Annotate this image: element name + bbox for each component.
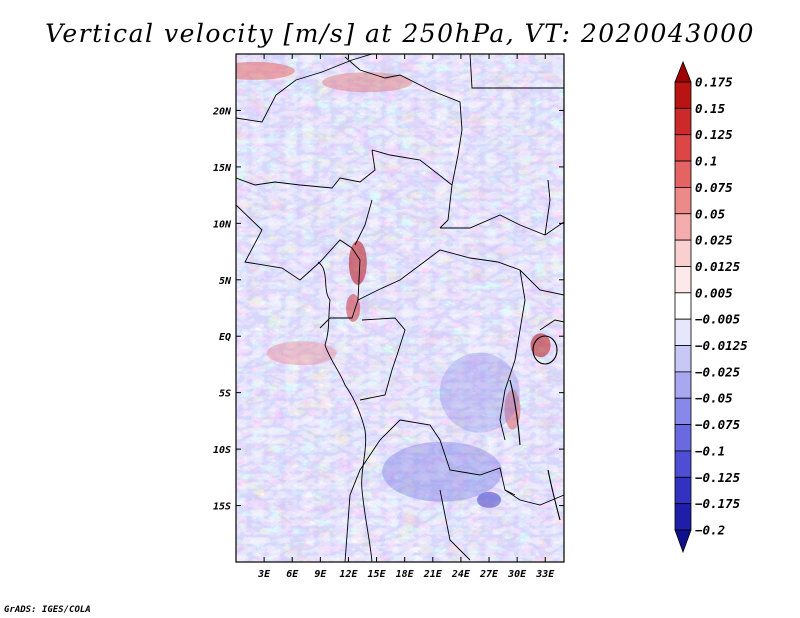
x-tick-label: 9E xyxy=(314,569,327,580)
colorbar-bin xyxy=(674,371,692,399)
colorbar-arrow-bottom xyxy=(674,529,692,554)
colorbar-bin xyxy=(674,187,692,215)
map-frame xyxy=(235,53,565,563)
colorbar-bin xyxy=(674,160,692,188)
colorbar-bin xyxy=(674,134,692,162)
y-tick-label: 20N xyxy=(212,106,232,117)
colorbar-label: 0.125 xyxy=(695,127,733,142)
colorbar-bin xyxy=(674,107,692,136)
coastline xyxy=(317,261,373,562)
colorbar-label: −0.0125 xyxy=(695,338,748,353)
y-tick-label: 5N xyxy=(219,276,232,287)
border-line xyxy=(344,419,401,562)
x-tick-label: 21E xyxy=(423,569,443,580)
x-tick-label: 6E xyxy=(286,569,299,580)
colorbar-label: 0.15 xyxy=(695,101,726,116)
colorbar-label: −0.125 xyxy=(695,470,741,485)
colorbar-label: −0.175 xyxy=(695,496,741,511)
x-tick-label: 24E xyxy=(451,569,471,580)
colorbar: 0.175 0.15 0.125 0.1 0.075 0.05 0.025 0.0125 0.0… xyxy=(674,60,748,554)
colorbar-label: 0.175 xyxy=(695,75,733,90)
colorbar-label: −0.1 xyxy=(695,443,725,458)
border-line xyxy=(544,179,551,236)
border-line xyxy=(319,299,359,329)
border-line xyxy=(539,319,564,331)
colorbar-label: 0.0125 xyxy=(695,259,741,274)
colorbar-label: −0.05 xyxy=(695,391,733,406)
colorbar-bin xyxy=(674,450,692,478)
y-tick-label: EQ xyxy=(219,332,231,343)
border-line xyxy=(344,56,463,186)
border-line xyxy=(359,317,406,401)
x-tick-label: 15E xyxy=(368,569,387,580)
x-tick-label: 27E xyxy=(479,569,499,580)
colorbar-bin xyxy=(674,318,692,346)
lake-tanganyika xyxy=(509,379,521,446)
field-patch xyxy=(382,441,503,502)
border-line xyxy=(439,489,471,561)
colorbar-label: 0.1 xyxy=(695,154,718,169)
colorbar-arrow-top xyxy=(674,60,692,83)
x-tick-label: 30E xyxy=(507,569,527,580)
border-line xyxy=(440,214,564,236)
border-line xyxy=(371,149,453,229)
border-line xyxy=(236,149,376,189)
y-tick-label: 15S xyxy=(213,502,231,513)
colorbar-label: 0.025 xyxy=(695,233,733,248)
colorbar-label: −0.025 xyxy=(695,364,741,379)
border-line xyxy=(357,249,564,301)
field-patch xyxy=(346,294,361,322)
colorbar-bin xyxy=(674,81,692,109)
field-regional-patches xyxy=(236,61,551,508)
border-line xyxy=(236,54,373,123)
field-patch xyxy=(504,389,521,430)
colorbar-label: −0.005 xyxy=(695,312,741,327)
colorbar-bin xyxy=(674,424,692,452)
x-tick-label: 33E xyxy=(535,569,555,580)
border-line xyxy=(499,269,526,441)
heatmap-field xyxy=(236,54,564,562)
x-tick-label: 18E xyxy=(396,569,415,580)
colorbar-label: 0.005 xyxy=(695,285,733,300)
colorbar-bin xyxy=(674,292,692,320)
y-tick-label: 10S xyxy=(213,445,231,456)
field-patch xyxy=(439,352,520,433)
border-line xyxy=(504,489,564,506)
colorbar-bin xyxy=(674,239,692,267)
colorbar-bin xyxy=(674,503,692,531)
colorbar-bin xyxy=(674,345,692,373)
field-patch xyxy=(477,491,502,508)
country-borders xyxy=(236,54,564,562)
x-tick-label: 12E xyxy=(339,569,358,580)
y-tick-label: 15N xyxy=(213,163,232,174)
field-streak-layer xyxy=(236,54,564,562)
axes: 3E 6E 9E 12E 15E 18E 21E 24E 27E 30E 33E 20N 15N 10N 5… xyxy=(212,54,564,580)
colorbar-label: −0.2 xyxy=(695,523,725,538)
field-patch xyxy=(530,333,551,358)
colorbar-bin xyxy=(674,213,692,241)
y-tick-label: 5S xyxy=(219,389,231,400)
x-tick-label: 3E xyxy=(257,569,271,580)
chart-title: Vertical velocity [m/s] at 250hPa, VT: 2… xyxy=(45,19,755,48)
border-line xyxy=(354,199,373,246)
lake-victoria xyxy=(532,335,558,365)
field-patch xyxy=(236,61,295,80)
border-line xyxy=(299,239,361,301)
colorbar-bin xyxy=(674,266,692,294)
colorbar-bin xyxy=(674,476,692,505)
y-tick-label: 10N xyxy=(213,219,232,230)
lake-malawi xyxy=(547,469,561,521)
border-line xyxy=(236,204,301,281)
colorbar-label: −0.075 xyxy=(695,417,741,432)
border-line xyxy=(399,419,516,496)
credit-label: GrADS: IGES/COLA xyxy=(4,605,91,615)
colorbar-label: 0.05 xyxy=(695,206,726,221)
colorbar-bin xyxy=(674,397,692,425)
field-patch xyxy=(348,240,367,285)
border-line xyxy=(469,54,564,89)
colorbar-label: 0.075 xyxy=(695,180,733,195)
field-patch xyxy=(266,341,337,366)
